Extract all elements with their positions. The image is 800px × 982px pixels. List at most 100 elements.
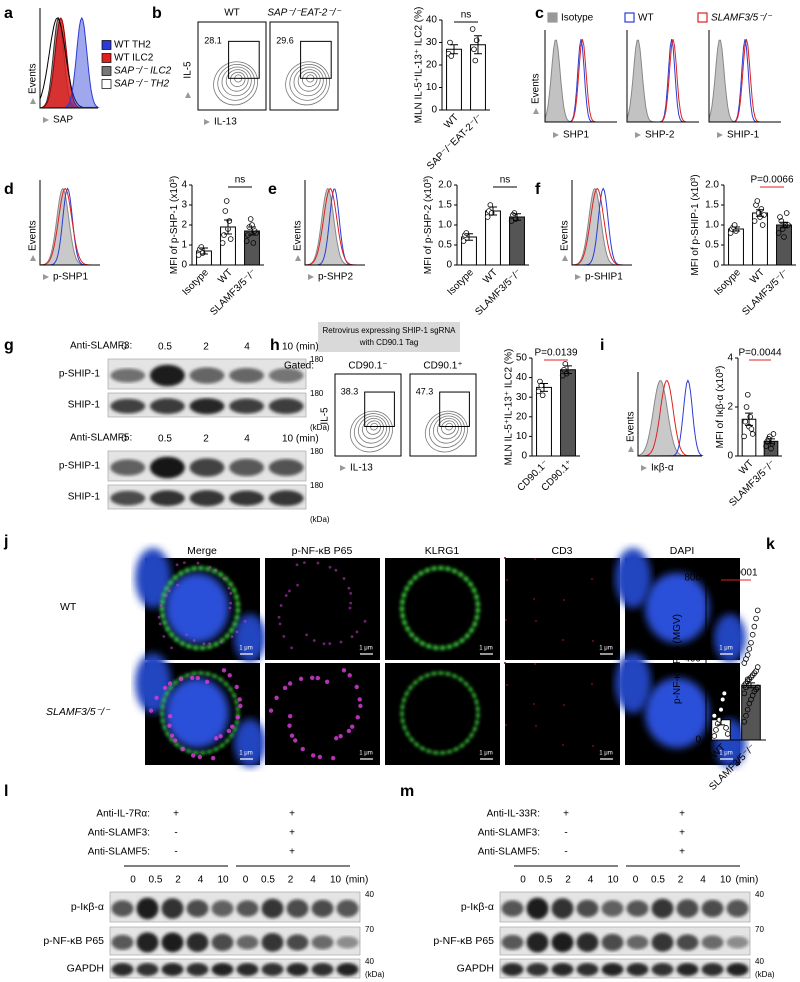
panel-letter: b [152,5,162,22]
band [268,398,304,414]
speckle [157,615,161,619]
speckle [192,639,196,642]
band [551,932,574,953]
significance-label: ns [235,175,246,186]
axes [626,30,699,123]
data-point [448,53,455,59]
panel-letter: c [535,5,544,22]
time-label: 0.5 [149,875,163,886]
time-label: 10 (min) [282,434,319,445]
speckle [288,589,291,593]
data-point [250,240,257,246]
mw-marker: 40 [365,957,374,966]
membrane [160,671,240,755]
band [229,367,265,384]
band [576,962,599,976]
treatment-sign: + [679,828,685,839]
legend-label: Isotype [561,13,594,24]
contour [229,71,246,87]
speckle [210,755,216,761]
y-axis-label: IL-5 [320,407,331,425]
time-label: 4 [244,342,250,353]
data-point [472,57,479,64]
contour [437,418,459,440]
contour [353,413,390,448]
nucleus [165,678,229,748]
mw-marker: 40 [755,957,764,966]
speckle [162,685,168,691]
contour [297,69,321,92]
contour [445,422,453,431]
mw-marker: 40 [365,890,374,899]
time-label: 2 [288,875,294,886]
y-axis-label: Events [626,411,637,442]
speckle [592,745,594,747]
data-point [222,208,229,214]
y-tick-label: 0 [727,451,733,462]
contour [362,418,384,440]
legend-label: WT TH2 [114,40,151,51]
time-label: 2 [565,875,571,886]
data-point [783,210,790,216]
legend-label: WT ILC2 [114,53,154,64]
speckle [287,723,292,728]
time-label: 10 (min) [282,342,319,353]
micrograph-bg [385,663,500,765]
data-point [460,238,467,244]
micrograph-bg [505,558,620,660]
time-label: 10 [330,875,342,886]
speckle [167,723,172,728]
band [110,368,146,383]
x-tick-label: Isotype [712,267,743,298]
y-axis-label: Events [28,220,39,251]
y-tick-label: 1.5 [705,200,719,211]
data-point [561,366,567,373]
y-tick-label: 0 [181,260,187,271]
mw-marker: 70 [755,925,764,934]
data-point [484,214,491,220]
time-label: 4 [198,875,204,886]
x-tick-label: Isotype [445,267,476,298]
y-tick-label: 50 [516,353,528,364]
speckle [357,697,362,702]
band [111,962,134,976]
data-point [713,727,719,733]
scale-label: 1 μm [359,646,372,652]
legend-swatch [101,40,112,50]
speckle [178,676,184,682]
data-point [743,712,749,719]
band [651,933,674,952]
panel-letter: f [535,181,541,198]
column-header: DAPI [670,545,695,557]
treatment-sign: - [564,847,567,858]
axes [441,20,490,111]
band [576,899,599,918]
y-tick-label: 0 [521,451,527,462]
band [701,899,724,918]
speckle [235,715,240,720]
treatment-label: Anti-IL-7Rα: [96,809,150,820]
arrow [30,255,36,261]
y-tick-label: 0.5 [438,240,452,251]
axes [456,185,529,266]
band [601,962,624,976]
y-tick-label: 1.0 [705,220,719,231]
x-tick-label: WT [748,267,767,286]
speckle [235,630,239,634]
speckle [182,561,186,565]
speckle [506,579,508,581]
speckle [302,561,306,565]
speckle [563,704,565,706]
unit-label: (kDa) [365,970,385,979]
panel-letter: h [270,337,280,354]
band [311,962,334,976]
scale-label: 1 μm [719,646,732,652]
band [136,897,159,920]
y-tick-label: 0 [446,260,452,271]
band [236,900,259,917]
data-point [754,684,761,691]
x-axis-label: p-SHP1 [53,272,88,283]
contour [366,420,381,435]
band [551,898,574,919]
speckle [534,558,536,560]
